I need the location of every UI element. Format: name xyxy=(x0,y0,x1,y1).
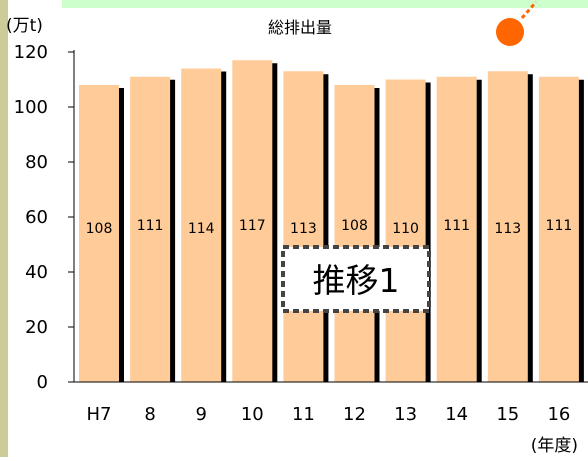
x-tick-label: 16 xyxy=(547,404,570,425)
accent-dot-icon xyxy=(496,18,524,46)
data-label: 111 xyxy=(443,218,470,234)
annotation-label: 推移1 xyxy=(313,261,400,300)
data-label: 108 xyxy=(341,218,368,234)
x-tick-label: 10 xyxy=(241,404,264,425)
bar xyxy=(334,85,375,382)
top-border-strip xyxy=(62,0,588,8)
bar xyxy=(487,71,528,382)
x-tick-label: 12 xyxy=(343,404,366,425)
y-tick-label: 60 xyxy=(25,207,48,228)
data-label: 108 xyxy=(86,221,113,237)
x-tick-label: 15 xyxy=(496,404,519,425)
y-tick-label: 100 xyxy=(14,97,48,118)
bar xyxy=(79,85,119,382)
x-tick-label: H7 xyxy=(87,404,112,425)
x-tick-label: 13 xyxy=(394,404,417,425)
bar xyxy=(436,76,477,382)
x-tick-label: 14 xyxy=(445,404,468,425)
bar xyxy=(130,76,171,382)
y-tick-label: 40 xyxy=(25,262,48,283)
x-axis-unit-label: (年度) xyxy=(531,436,578,456)
x-tick-label: 9 xyxy=(195,404,206,425)
y-tick-label: 120 xyxy=(14,42,48,63)
trend-annotation-box: 推移1 xyxy=(281,245,431,313)
bar xyxy=(385,79,426,382)
x-tick-label: 8 xyxy=(144,404,155,425)
y-axis-ticks: 0 20 40 60 80 100 120 xyxy=(14,42,74,393)
bar xyxy=(181,68,222,382)
x-axis-ticks: H7 8 9 10 11 12 13 14 15 16 xyxy=(87,404,571,425)
data-label: 111 xyxy=(137,218,164,234)
data-label: 111 xyxy=(546,218,573,234)
data-label: 113 xyxy=(494,221,521,237)
x-tick-label: 11 xyxy=(292,404,315,425)
accent-dot-trail xyxy=(520,1,538,19)
chart-title: 総排出量 xyxy=(268,18,332,37)
y-tick-label: 20 xyxy=(25,317,48,338)
bar xyxy=(283,71,324,382)
y-axis-unit-label: (万t) xyxy=(6,16,43,36)
bars-layer: 108 111 114 117 113 108 110 111 113 111 xyxy=(79,60,584,382)
data-label: 117 xyxy=(239,218,266,234)
left-border-strip xyxy=(0,0,8,457)
y-tick-label: 0 xyxy=(37,372,48,393)
data-label: 110 xyxy=(392,221,419,237)
y-tick-label: 80 xyxy=(25,152,48,173)
annotation-frame xyxy=(281,245,431,313)
data-label: 114 xyxy=(188,221,215,237)
bar xyxy=(538,76,579,382)
data-label: 113 xyxy=(290,221,317,237)
bar xyxy=(232,60,273,382)
